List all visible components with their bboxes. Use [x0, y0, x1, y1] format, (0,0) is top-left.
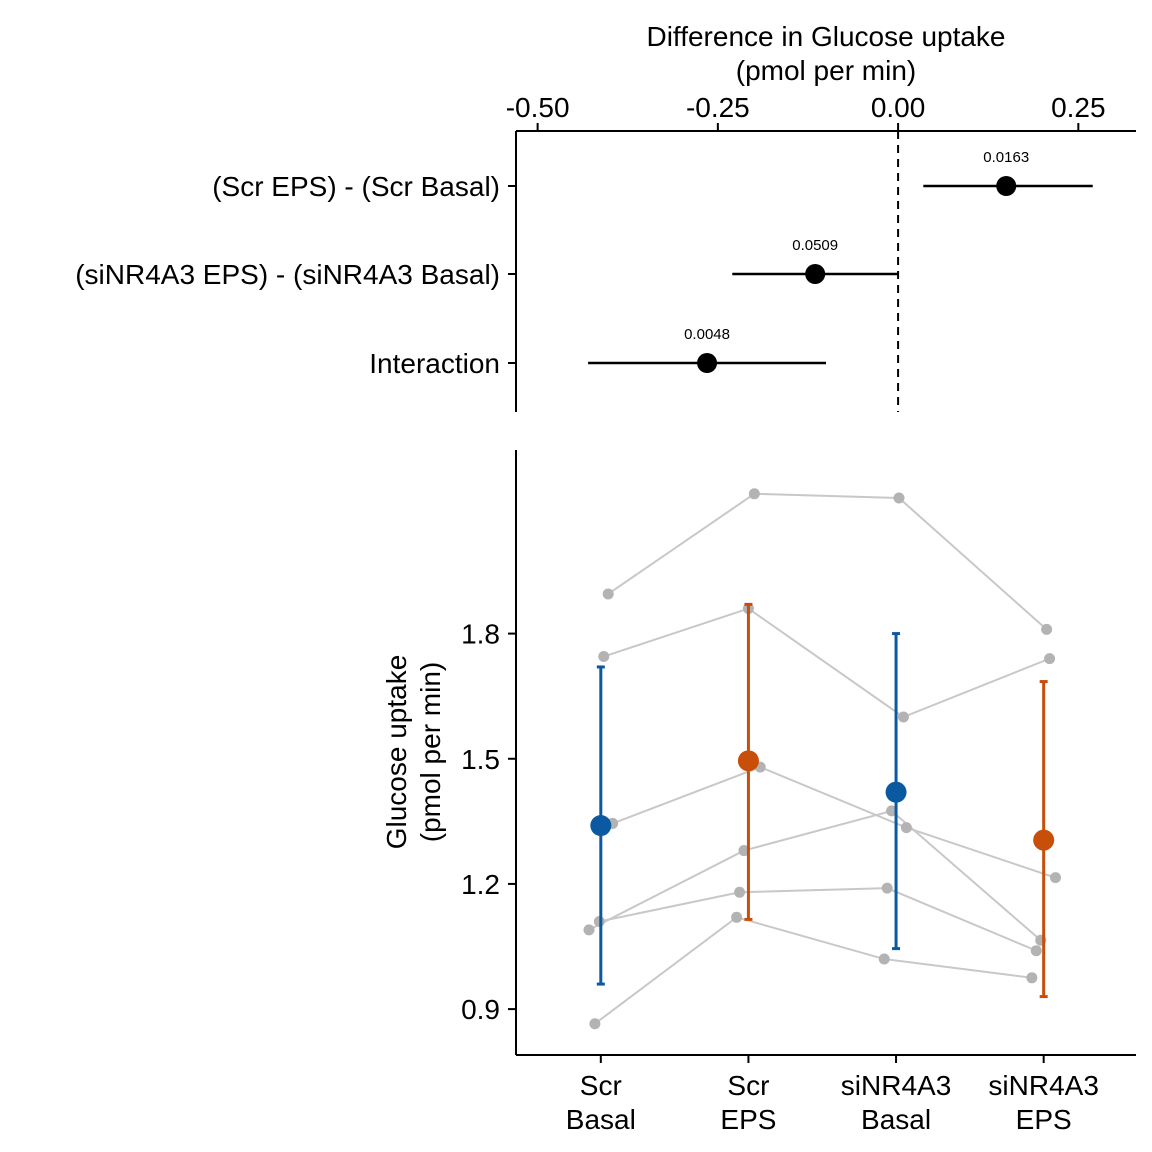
scatter-x-tick-label-line-1: siNR4A3 [841, 1070, 951, 1101]
forest-x-tick-label: 0.25 [1051, 92, 1106, 123]
subject-line [599, 887, 1037, 952]
forest-x-tick-label: -0.25 [686, 92, 750, 123]
forest-row-label: Interaction [369, 348, 500, 379]
subject-point [893, 492, 905, 504]
subject-line [603, 607, 1050, 719]
scatter-x-tick-label-line-2: Basal [861, 1104, 931, 1135]
subject-point [881, 882, 893, 894]
subject-point [1044, 653, 1056, 665]
subject-point [602, 588, 614, 600]
forest-row-label: (siNR4A3 EPS) - (siNR4A3 Basal) [75, 259, 500, 290]
scatter-y-tick-label: 1.2 [461, 869, 500, 900]
subject-line [588, 809, 1042, 942]
subject-line [594, 916, 1032, 1025]
forest-estimate-point [805, 264, 826, 284]
subject-point [1041, 623, 1053, 635]
scatter-y-tick-label: 1.5 [461, 744, 500, 775]
forest-p-value-label: 0.0048 [684, 326, 730, 343]
scatter-y-tick-label: 0.9 [461, 994, 500, 1025]
subject-point [748, 488, 760, 500]
forest-estimate-point [996, 176, 1017, 196]
forest-x-title-line-2: (pmol per min) [736, 55, 916, 86]
subject-point [900, 822, 912, 834]
forest-x-title-line-1: Difference in Glucose uptake [646, 21, 1005, 52]
subject-line [612, 766, 1056, 879]
subject-point [878, 953, 890, 965]
subject-point [897, 711, 909, 723]
group-mean-point [737, 750, 759, 772]
scatter-x-tick-label-line-2: EPS [1016, 1104, 1072, 1135]
subject-point [734, 886, 746, 898]
forest-x-tick-label: 0.00 [871, 92, 926, 123]
scatter-x-tick-label-line-1: Scr [727, 1070, 769, 1101]
subject-point [886, 805, 898, 817]
scatter-plot-panel: Glucose uptake (pmol per min) 0.9 1.2 1.5 1… [381, 450, 1136, 1135]
forest-estimate-point [697, 353, 718, 373]
group-mean-point [1033, 829, 1055, 851]
scatter-x-tick-label-line-1: Scr [580, 1070, 622, 1101]
forest-x-tick-label: -0.50 [506, 92, 570, 123]
subject-point [1026, 972, 1038, 984]
scatter-x-tick-label-line-1: siNR4A3 [988, 1070, 1098, 1101]
scatter-x-tick-label-line-2: Basal [566, 1104, 636, 1135]
forest-p-value-label: 0.0509 [792, 237, 838, 254]
group-mean-point [590, 815, 612, 837]
scatter-x-tick-label-line-2: EPS [720, 1104, 776, 1135]
subject-point [1030, 945, 1042, 957]
scatter-y-tick-label: 1.8 [461, 619, 500, 650]
subject-point [598, 651, 610, 663]
subject-line [607, 492, 1048, 631]
subject-point [583, 924, 595, 936]
group-mean-point [885, 781, 907, 803]
forest-plot-panel: Difference in Glucose uptake (pmol per m… [75, 21, 1136, 412]
subject-point [589, 1018, 601, 1030]
forest-row-label: (Scr EPS) - (Scr Basal) [212, 171, 500, 202]
subject-point [731, 911, 743, 923]
subject-point [1049, 872, 1061, 884]
subject-point [738, 845, 750, 857]
scatter-y-title-line-1: Glucose uptake [381, 655, 412, 850]
forest-p-value-label: 0.0163 [983, 149, 1029, 166]
scatter-y-title-line-2: (pmol per min) [415, 662, 446, 842]
